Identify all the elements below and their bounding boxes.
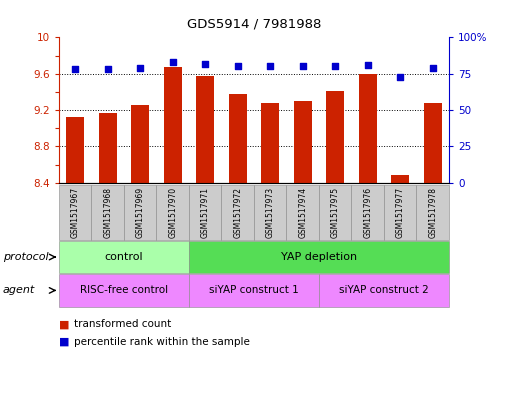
Text: RISC-free control: RISC-free control [80,285,168,296]
Point [169,59,177,65]
Point [233,63,242,70]
Point [331,63,339,70]
Point [104,66,112,72]
Point [71,66,80,72]
Bar [99,113,116,183]
Point [396,73,404,80]
Text: GSM1517967: GSM1517967 [71,187,80,238]
Text: GSM1517977: GSM1517977 [396,187,405,238]
Bar [391,175,409,183]
Bar [326,91,344,183]
Bar [424,103,442,183]
Text: control: control [105,252,143,262]
Bar [164,67,182,183]
Text: GSM1517976: GSM1517976 [363,187,372,238]
Text: protocol: protocol [3,252,48,262]
Text: GSM1517970: GSM1517970 [168,187,177,238]
Text: GSM1517973: GSM1517973 [266,187,274,238]
Text: GSM1517968: GSM1517968 [103,187,112,238]
Text: agent: agent [3,285,35,296]
Text: siYAP construct 1: siYAP construct 1 [209,285,299,296]
Bar [261,103,279,183]
Bar [294,101,311,183]
Text: ■: ■ [59,319,69,329]
Point [428,65,437,71]
Point [266,63,274,70]
Text: ■: ■ [59,337,69,347]
Text: GSM1517972: GSM1517972 [233,187,242,238]
Point [201,61,209,67]
Text: percentile rank within the sample: percentile rank within the sample [74,337,250,347]
Text: GSM1517974: GSM1517974 [298,187,307,238]
Text: GDS5914 / 7981988: GDS5914 / 7981988 [187,18,321,31]
Text: transformed count: transformed count [74,319,172,329]
Bar [196,76,214,183]
Point [364,62,372,68]
Bar [131,105,149,183]
Text: YAP depletion: YAP depletion [281,252,357,262]
Bar [359,73,377,183]
Bar [229,94,247,183]
Point [136,65,144,71]
Text: GSM1517969: GSM1517969 [136,187,145,238]
Text: siYAP construct 2: siYAP construct 2 [339,285,429,296]
Text: GSM1517978: GSM1517978 [428,187,437,238]
Text: GSM1517975: GSM1517975 [331,187,340,238]
Point [299,63,307,70]
Bar [66,117,84,183]
Text: GSM1517971: GSM1517971 [201,187,210,238]
